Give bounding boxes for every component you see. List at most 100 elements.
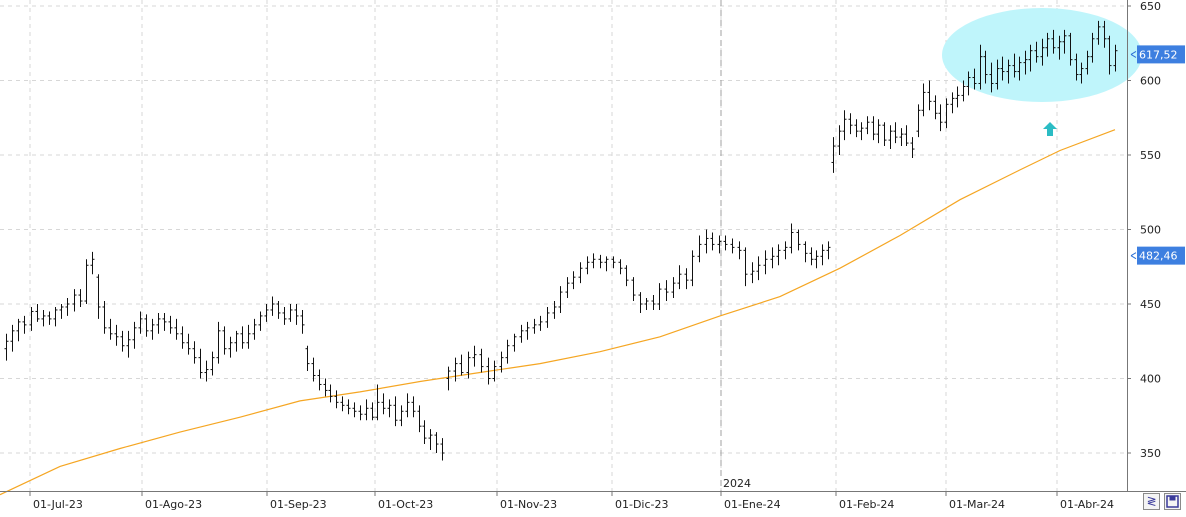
price-bar [677, 265, 682, 290]
y-tick-label: 400 [1140, 373, 1161, 386]
price-bar [4, 333, 9, 361]
price-bar [783, 241, 788, 260]
price-bar [826, 241, 831, 260]
price-bar [352, 402, 357, 418]
x-tick-label: 01-Feb-24 [839, 498, 894, 511]
price-bar [1102, 20, 1107, 48]
price-bar [90, 251, 95, 275]
price-bar [358, 405, 363, 421]
price-bar [486, 357, 491, 385]
price-bar [565, 277, 570, 299]
save-button[interactable] [1164, 493, 1181, 510]
price-bar [1079, 62, 1084, 84]
price-bar [803, 241, 808, 263]
price-bar [820, 244, 825, 266]
price-bar [479, 348, 484, 373]
highlight-annotation [942, 8, 1142, 136]
price-bar [814, 250, 819, 269]
price-bar [186, 333, 191, 355]
save-icon [1166, 495, 1179, 508]
price-bar [532, 318, 537, 334]
y-tick-label: 450 [1140, 298, 1161, 311]
price-bar [198, 348, 203, 379]
price-bar [1057, 35, 1062, 60]
x-tick-label: 01-Dic-23 [615, 498, 669, 511]
price-bar [972, 68, 977, 90]
scale-toggle-button[interactable]: ≷ [1143, 493, 1160, 510]
price-bar [492, 360, 497, 382]
price-bar [882, 122, 887, 147]
x-tick-label: 01-Oct-23 [378, 498, 433, 511]
x-tick-label: 01-Nov-23 [500, 498, 557, 511]
grid-lines [0, 0, 1127, 491]
x-tick-label: 01-Jul-23 [33, 498, 83, 511]
price-bar [831, 137, 836, 173]
price-bar [624, 265, 629, 287]
price-bar [604, 256, 609, 272]
price-bar [859, 122, 864, 141]
ma-value-badge-arrow [1130, 252, 1137, 260]
price-bar [558, 286, 563, 313]
price-bar [1034, 41, 1039, 63]
price-bar [108, 318, 113, 340]
price-bar [96, 274, 101, 319]
price-bar [440, 438, 445, 461]
price-bar [723, 235, 728, 251]
price-bar [1012, 53, 1017, 78]
price-bar [966, 71, 971, 96]
price-bar [120, 330, 125, 352]
price-bar [428, 429, 433, 451]
price-bar [571, 271, 576, 290]
price-bar [228, 336, 233, 358]
price-bars [4, 20, 1118, 461]
y-tick-label: 500 [1140, 224, 1161, 237]
price-bar [1051, 29, 1056, 54]
price-bar [102, 301, 107, 334]
last-price-badge-arrow [1130, 50, 1137, 58]
price-bar [737, 241, 742, 260]
price-bar [300, 309, 305, 334]
price-bar [750, 262, 755, 284]
price-bar [944, 98, 949, 129]
price-bar [270, 296, 275, 316]
y-tick-label: 350 [1140, 447, 1161, 460]
price-bar [505, 339, 510, 364]
price-bar [611, 256, 616, 269]
price-bar [525, 321, 530, 340]
price-bar [743, 247, 748, 287]
price-bar [258, 311, 263, 331]
price-bar [192, 341, 197, 364]
price-bar [1074, 53, 1079, 81]
price-bar [168, 315, 173, 334]
price-bar [264, 304, 269, 322]
price-bar [961, 80, 966, 102]
price-bar [323, 378, 328, 397]
price-bar [1006, 59, 1011, 84]
price-bar [978, 44, 983, 90]
price-bar [512, 333, 517, 352]
last-price-badge: 617,52 [1130, 45, 1185, 64]
price-bar [756, 256, 761, 281]
price-bar [144, 314, 149, 337]
price-bar [84, 259, 89, 304]
price-bar [334, 390, 339, 409]
price-bar [246, 324, 251, 349]
last-price-badge-text: 617,52 [1139, 48, 1178, 61]
price-bar [180, 326, 185, 349]
ma-value-badge-text: 482,46 [1139, 250, 1178, 263]
price-bar [1040, 38, 1045, 66]
price-bar [204, 360, 209, 382]
price-bar [916, 104, 921, 138]
x-tick-label: 01-Mar-24 [949, 498, 1005, 511]
x-tick-label: 01-Ago-23 [145, 498, 202, 511]
last-price-badge-box [1137, 45, 1185, 64]
price-bar [446, 366, 451, 391]
price-bar [983, 50, 988, 84]
price-bar [842, 110, 847, 141]
price-bar [370, 402, 375, 421]
price-bar [1085, 50, 1090, 75]
price-bar [311, 357, 316, 382]
price-bar [995, 59, 1000, 90]
